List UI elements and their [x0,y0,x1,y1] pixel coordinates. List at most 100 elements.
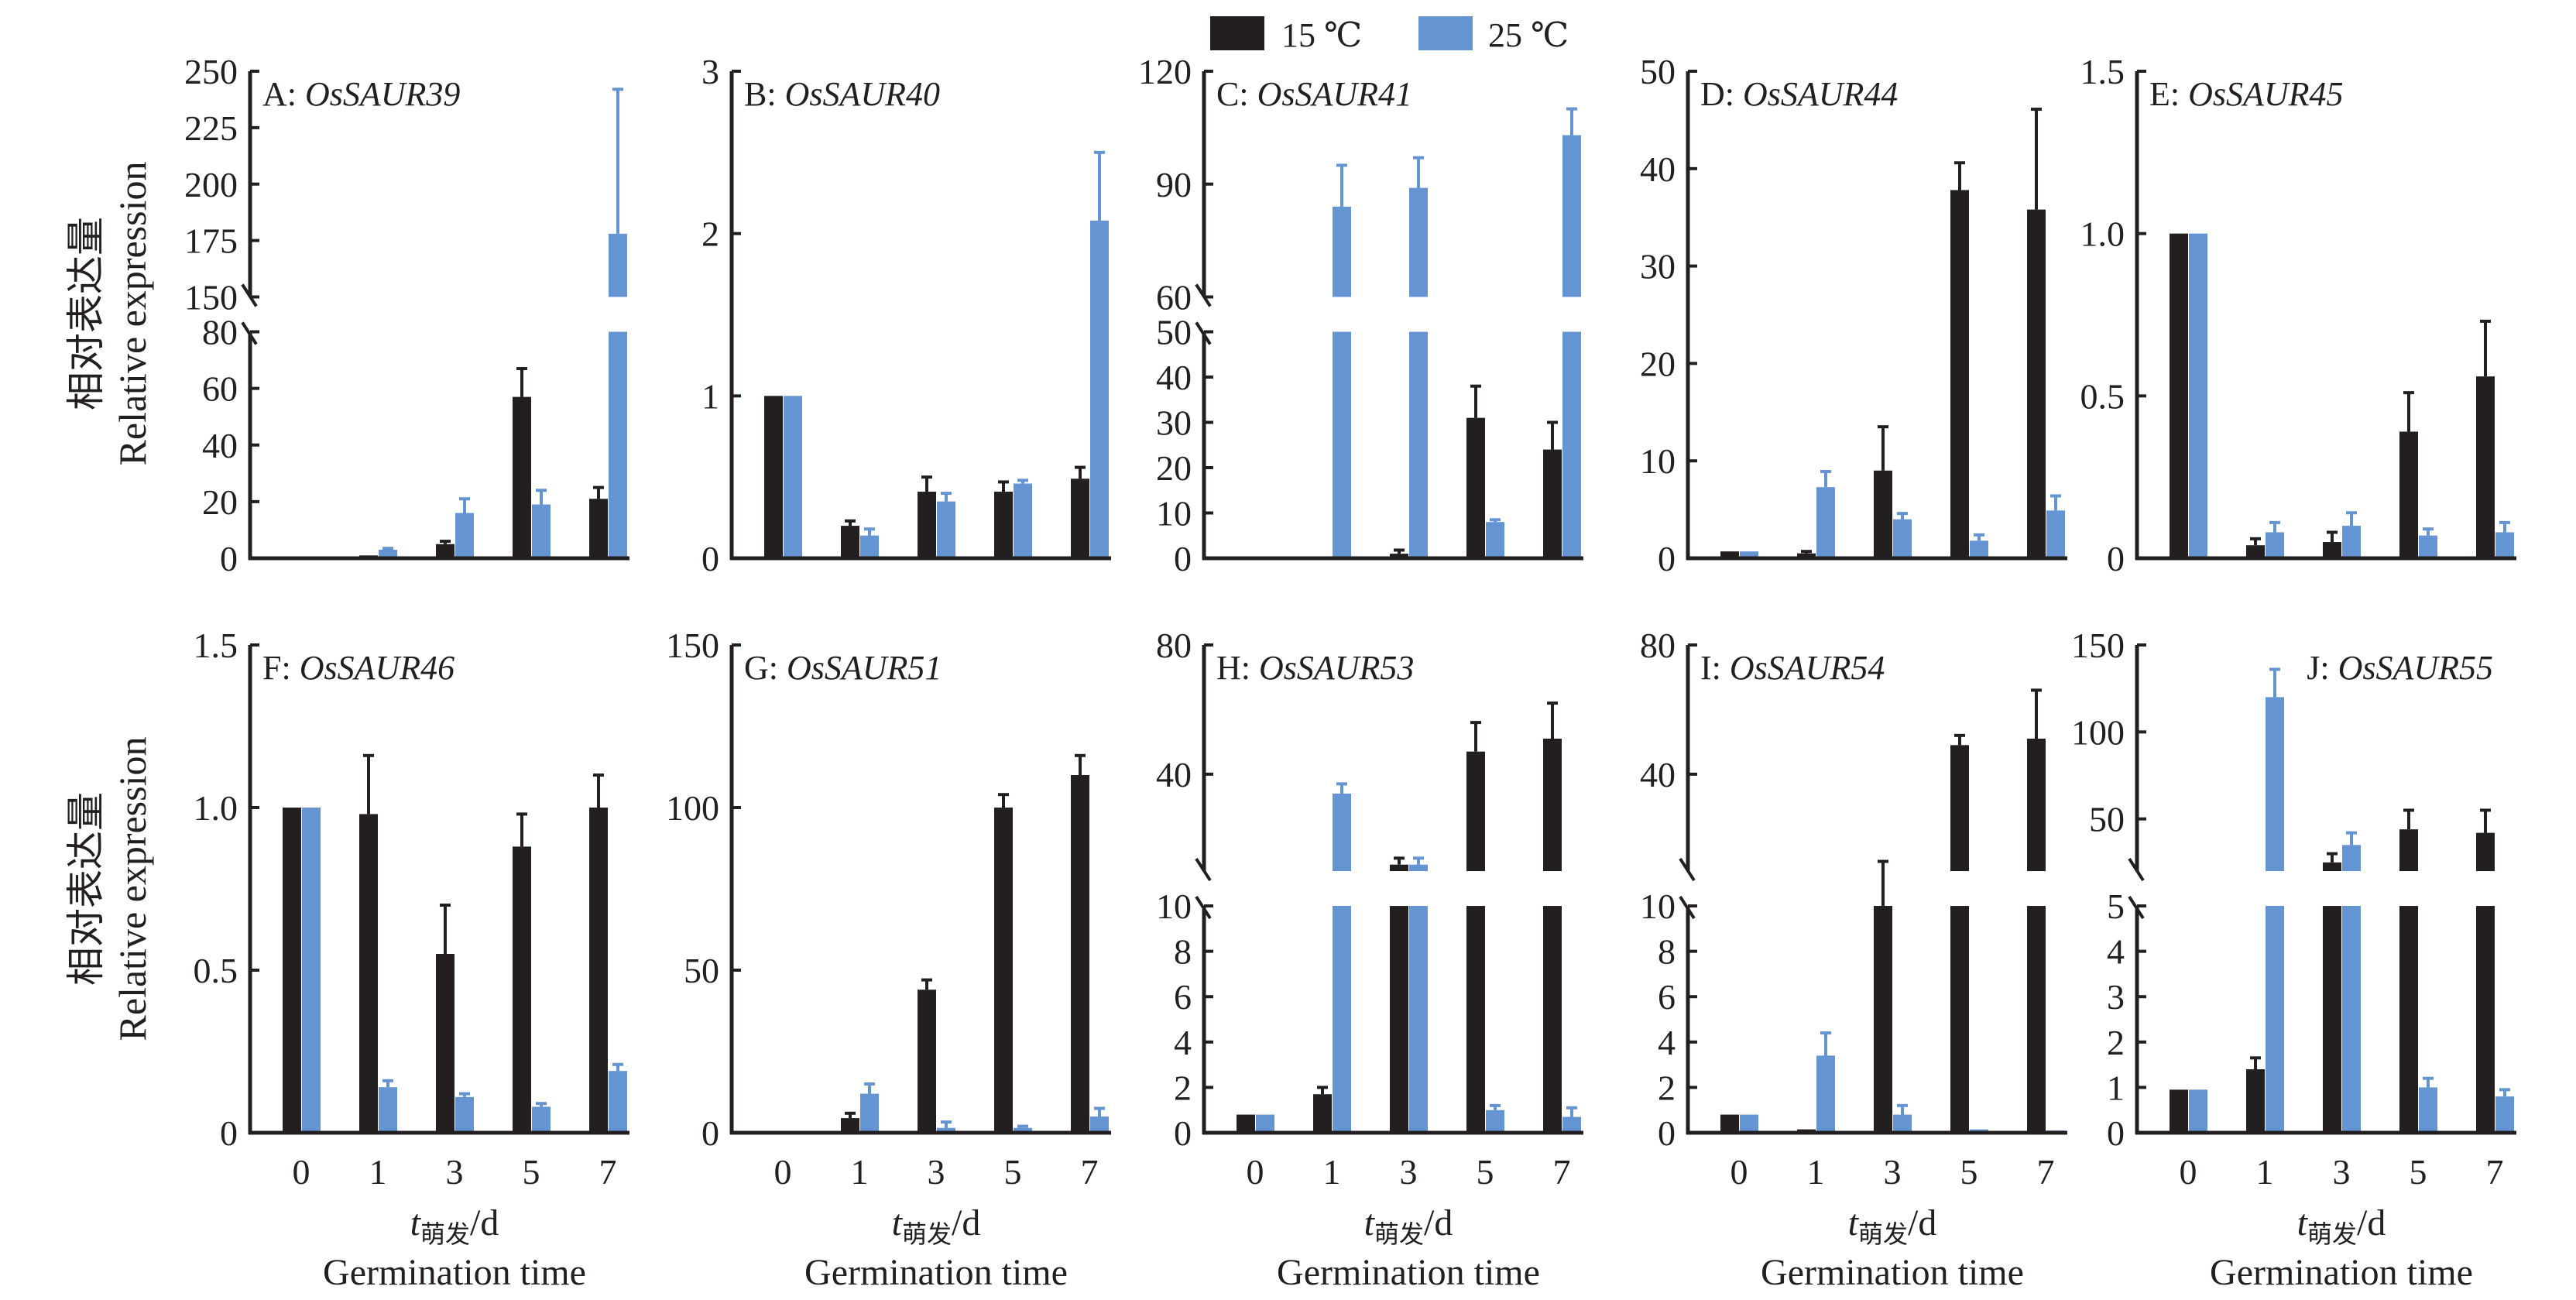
x-tick-label-J: 5 [2410,1152,2427,1192]
axis-break-mark-I [1679,857,1696,882]
bar-I-s0-c4-upper [2027,738,2046,872]
y-tick-label-A: 250 [184,52,238,91]
y-tick-label-J: 3 [2107,977,2125,1017]
bar-I-s1-c0 [1740,1114,1758,1133]
bar-J-s1-c2-upper [2342,845,2361,872]
x-tick-label-H: 1 [1323,1152,1341,1192]
bar-F-s1-c0 [302,808,321,1133]
bar-A-s1-c2 [455,513,474,558]
y-tick-label-H: 4 [1174,1023,1192,1062]
x-tick-label-F: 5 [523,1152,540,1192]
bar-C-s0-c2 [1390,554,1408,558]
y-tick-label-E: 1.0 [2080,214,2125,254]
y-tick-label-J: 150 [2071,626,2125,665]
bar-B-s0-c4 [1071,478,1089,558]
y-tick-label-A: 60 [202,369,238,409]
x-tick-label-G: 3 [928,1152,945,1192]
bar-A-s1-c3 [532,504,551,558]
panel-E: 0 0.5 1.0 1.5 E: OsSAUR45 [2080,52,2516,578]
bar-E-s0-c3 [2399,431,2418,558]
bar-H-s0-c1 [1313,1094,1332,1133]
y-tick-label-F: 0.5 [194,951,238,990]
x-tick-label-H: 7 [1553,1152,1571,1192]
bar-F-s0-c0 [283,808,301,1133]
bar-F-s1-c4 [609,1071,627,1133]
x-axis-title-F: Germination time [323,1252,586,1293]
y-tick-label-D: 0 [1658,539,1676,578]
x-tick-label-J: 1 [2256,1152,2274,1192]
bar-J-s0-c4-lower [2476,906,2495,1133]
bar-D-s0-c2 [1874,470,1892,558]
y-tick-label-C: 0 [1174,539,1192,578]
bar-A-s0-c4 [589,499,608,558]
bar-J-s0-c1 [2246,1068,2265,1133]
bar-E-s0-c2 [2323,542,2341,558]
y-tick-label-I: 10 [1640,887,1676,926]
bar-D-s0-c3 [1950,190,1969,558]
axis-break-mark-A [241,321,258,345]
panel-title-D: D: OsSAUR44 [1700,75,1898,113]
x-tick-label-J: 7 [2486,1152,2504,1192]
bar-G-s1-c3 [1014,1127,1032,1133]
y-tick-label-I: 0 [1658,1113,1676,1153]
y-tick-label-F: 0 [220,1113,238,1153]
bar-J-s0-c2-upper [2323,862,2341,872]
panel-title-G: G: OsSAUR51 [744,649,942,687]
bar-B-s1-c1 [860,535,879,558]
y-tick-label-I: 6 [1658,977,1676,1017]
panel-title-J: J: OsSAUR55 [2307,649,2493,687]
x-tick-label-G: 1 [851,1152,869,1192]
y-tick-label-H: 10 [1156,887,1192,926]
panel-title-B: B: OsSAUR40 [744,75,940,113]
bar-H-s1-c1-lower [1333,906,1351,1133]
bar-G-s1-c2 [937,1127,955,1133]
bar-C-s0-c3 [1466,417,1485,558]
bar-A-s1-c4-upper [609,233,627,297]
x-tick-label-F: 1 [369,1152,387,1192]
x-axis-title-I: Germination time [1761,1252,2024,1293]
bar-H-s0-c2-upper [1390,864,1408,872]
bar-J-s0-c2-lower [2323,906,2341,1133]
y-axis-label-bottom: 相对表达量 Relative expression [64,737,154,1041]
panel-I: 0 2 4 6 8 10 40 80 I: OsSAUR54 0 1 3 5 7 t萌发/dGerminat… [1640,626,2067,1293]
x-tick-label-G: 0 [774,1152,792,1192]
axis-break-mark-J [2128,857,2145,882]
x-tick-label-G: 7 [1081,1152,1099,1192]
x-tick-label-I: 5 [1960,1152,1978,1192]
y-tick-label-D: 30 [1640,247,1676,286]
y-tick-label-J: 1 [2107,1068,2125,1107]
bar-G-s1-c1 [860,1093,879,1133]
bar-E-s1-c2 [2342,526,2361,558]
legend-swatch-15c [1210,16,1264,50]
bar-G-s1-c4 [1090,1116,1109,1133]
x-tick-label-I: 7 [2037,1152,2055,1192]
bar-E-s0-c4 [2476,376,2495,558]
bar-J-s1-c1-lower [2266,906,2284,1133]
bar-E-s0-c1 [2246,545,2265,558]
y-tick-label-B: 0 [701,539,719,578]
axis-break-mark-A [241,283,258,307]
bar-F-s1-c2 [455,1096,474,1133]
y-axis-label-en: Relative expression [111,162,154,466]
y-tick-label-G: 50 [684,951,719,990]
y-tick-label-A: 80 [202,313,238,352]
bar-F-s0-c3 [513,846,531,1133]
axis-break-mark-J [2128,895,2145,920]
bar-D-s0-c4 [2027,209,2046,558]
x-tick-label-F: 7 [599,1152,617,1192]
y-tick-label-B: 2 [701,214,719,254]
bar-E-s1-c3 [2419,535,2437,558]
bar-A-s0-c3 [513,396,531,558]
y-tick-label-H: 8 [1174,932,1192,972]
bar-J-s0-c3-upper [2399,829,2418,872]
panel-D: 0 10 20 30 40 50 D: OsSAUR44 [1640,52,2067,578]
bar-E-s0-c0 [2170,233,2188,558]
y-tick-label-J: 2 [2107,1023,2125,1062]
bar-H-s0-c4-lower [1543,906,1562,1133]
axis-break-mark-C [1195,283,1212,307]
y-tick-label-F: 1.0 [194,788,238,828]
bar-A-s0-c2 [436,544,454,558]
y-tick-label-H: 6 [1174,977,1192,1017]
